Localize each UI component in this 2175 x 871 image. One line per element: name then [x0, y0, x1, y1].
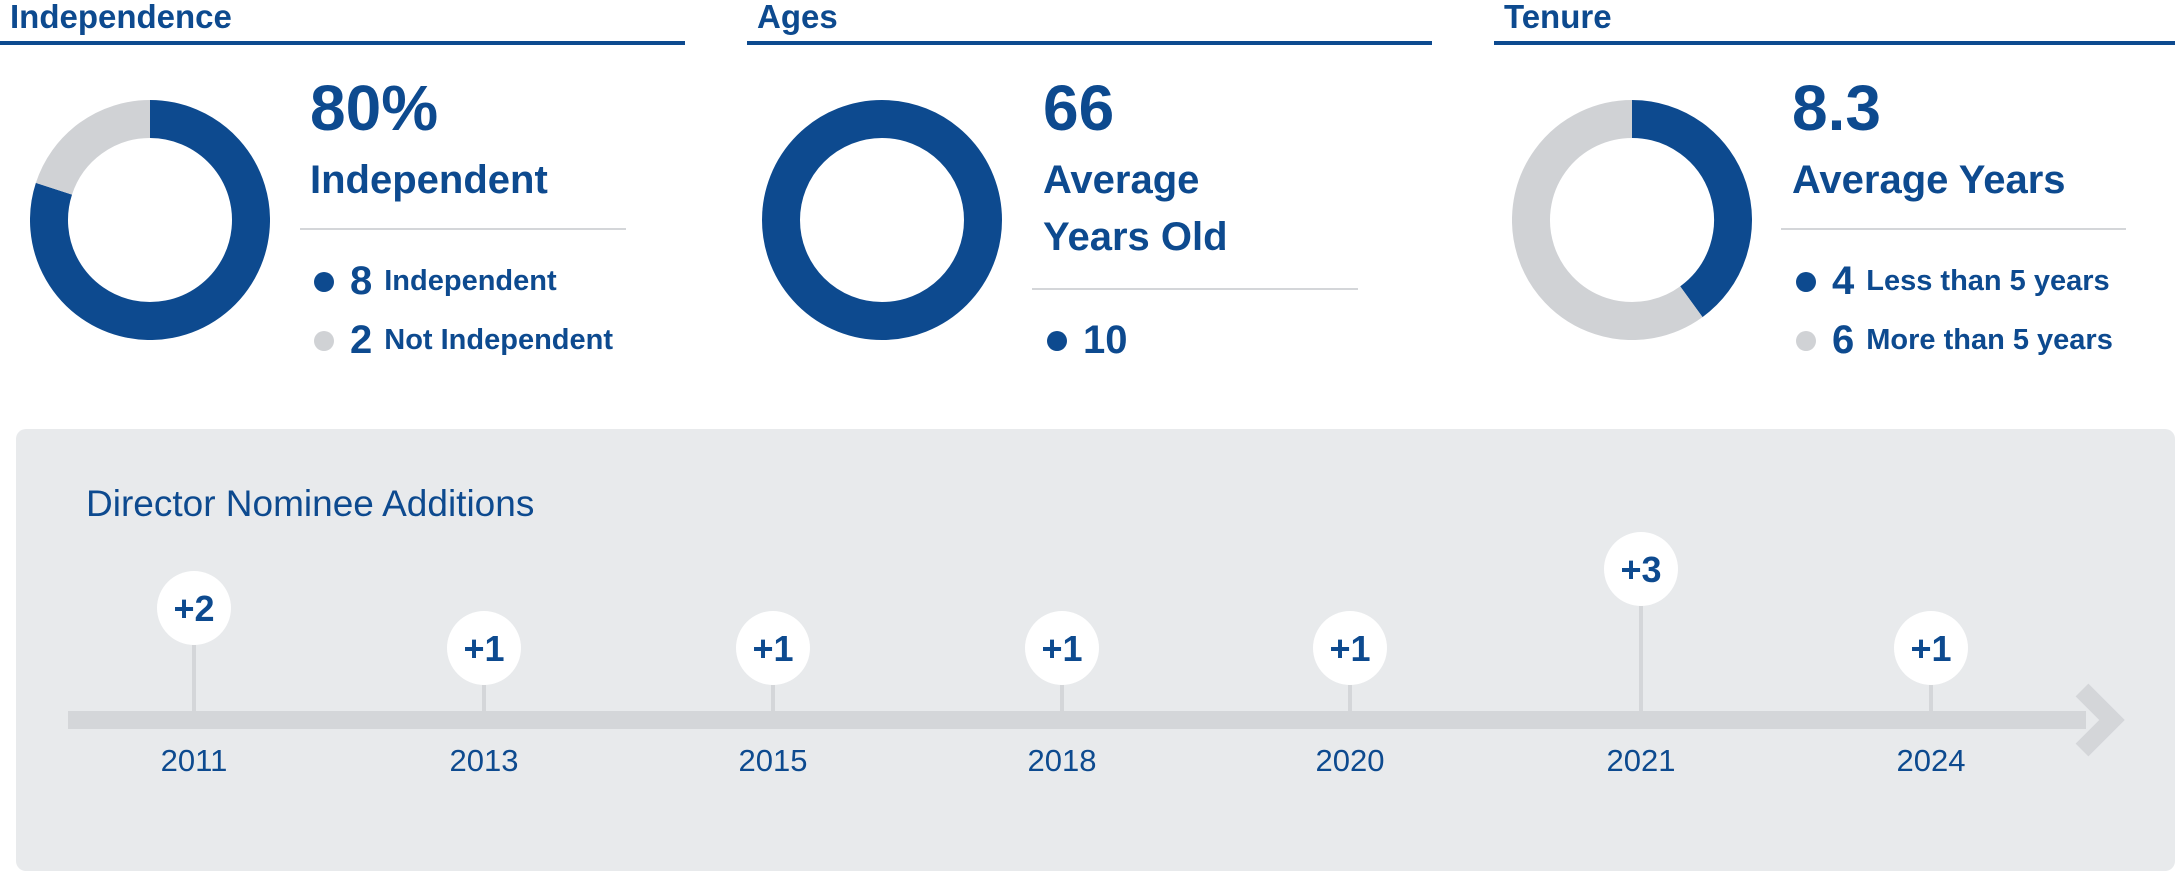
- ages-divider: [1032, 288, 1358, 290]
- independence-slice-not-independent: [35, 100, 151, 196]
- timeline-year-label: 2020: [1316, 743, 1385, 778]
- legend-item-not-independent: 2 Not Independent: [314, 318, 613, 363]
- legend-count: 2: [350, 318, 373, 362]
- ages-value: 66: [1043, 72, 1115, 144]
- timeline-data-label: +2: [173, 588, 214, 629]
- tenure-panel: Tenure 8.3 Average Years 4 Less than 5 y…: [1494, 0, 2175, 400]
- tenure-divider: [1781, 228, 2126, 230]
- legend-item-more-than-5: 6 More than 5 years: [1796, 318, 2113, 363]
- timeline-data-label: +1: [1910, 628, 1951, 669]
- legend-count: 6: [1832, 318, 1855, 362]
- ages-donut: [762, 100, 1002, 340]
- legend-label: Independent: [384, 265, 557, 297]
- legend-count: 10: [1083, 318, 1128, 362]
- timeline-year-label: 2011: [161, 743, 228, 778]
- timeline-marker: [1604, 532, 1678, 606]
- independence-panel: Independence 80% Independent 8 Independe…: [0, 0, 685, 400]
- ages-label-line2: Years Old: [1043, 215, 1228, 259]
- timeline-marker: [157, 571, 231, 645]
- legend-dot: [314, 330, 334, 351]
- tenure-slice-more-than-5-years: [1512, 100, 1703, 340]
- tenure-title-rule: [1494, 41, 2175, 45]
- timeline-marker: [736, 611, 810, 685]
- timeline-year-label: 2013: [450, 743, 519, 778]
- timeline-data-label: +3: [1620, 549, 1661, 590]
- timeline-marker: [1025, 611, 1099, 685]
- timeline-panel: Director Nominee Additions +2 2011 +1 2013 +…: [16, 429, 2175, 871]
- timeline-data-label: +1: [752, 628, 793, 669]
- independence-title-rule: [0, 41, 685, 45]
- legend-label: Not Independent: [384, 324, 614, 356]
- timeline-chart: +2 2011 +1 2013 +1 2015 +1 2018 +1 2020 +3 2021 +1 20…: [68, 532, 2125, 778]
- timeline-year-label: 2018: [1028, 743, 1097, 778]
- independence-donut: [30, 100, 270, 340]
- independence-label: Independent: [310, 158, 548, 202]
- tenure-label: Average Years: [1792, 158, 2066, 202]
- timeline-data-label: +1: [1329, 628, 1370, 669]
- legend-label: More than 5 years: [1866, 324, 2113, 356]
- ages-slice-directors: [762, 100, 1002, 340]
- legend-item-independent: 8 Independent: [314, 259, 557, 304]
- timeline-year-label: 2024: [1897, 743, 1966, 778]
- timeline-year-label: 2021: [1607, 743, 1676, 778]
- tenure-value: 8.3: [1792, 72, 1881, 144]
- legend-dot: [1047, 330, 1067, 351]
- ages-label-line1: Average: [1043, 158, 1200, 202]
- legend-dot: [314, 271, 334, 292]
- legend-dot: [1796, 271, 1816, 292]
- legend-dot: [1796, 330, 1816, 351]
- legend-item-directors: 10: [1047, 318, 1140, 363]
- timeline-axis: [68, 711, 2086, 729]
- timeline-data-label: +1: [463, 628, 504, 669]
- timeline-marker: [447, 611, 521, 685]
- legend-count: 8: [350, 259, 373, 303]
- timeline-marker: [1894, 611, 1968, 685]
- timeline-data-label: +1: [1041, 628, 1082, 669]
- timeline-title: Director Nominee Additions: [86, 483, 535, 524]
- legend-label: Less than 5 years: [1866, 265, 2110, 297]
- timeline-arrow-icon: [2075, 683, 2125, 757]
- legend-item-less-than-5: 4 Less than 5 years: [1796, 259, 2110, 304]
- tenure-slice-less-than-5-years: [1631, 100, 1752, 318]
- independence-value: 80%: [310, 72, 439, 144]
- timeline-marker: [1313, 611, 1387, 685]
- ages-title: Ages: [757, 0, 838, 35]
- ages-title-rule: [747, 41, 1432, 45]
- tenure-title: Tenure: [1504, 0, 1612, 35]
- timeline-year-label: 2015: [739, 743, 808, 778]
- independence-slice-independent: [30, 100, 270, 340]
- tenure-donut: [1512, 100, 1752, 340]
- ages-panel: Ages 66 Average Years Old 10: [747, 0, 1432, 400]
- legend-count: 4: [1832, 259, 1855, 303]
- independence-title: Independence: [10, 0, 232, 35]
- independence-divider: [300, 228, 626, 230]
